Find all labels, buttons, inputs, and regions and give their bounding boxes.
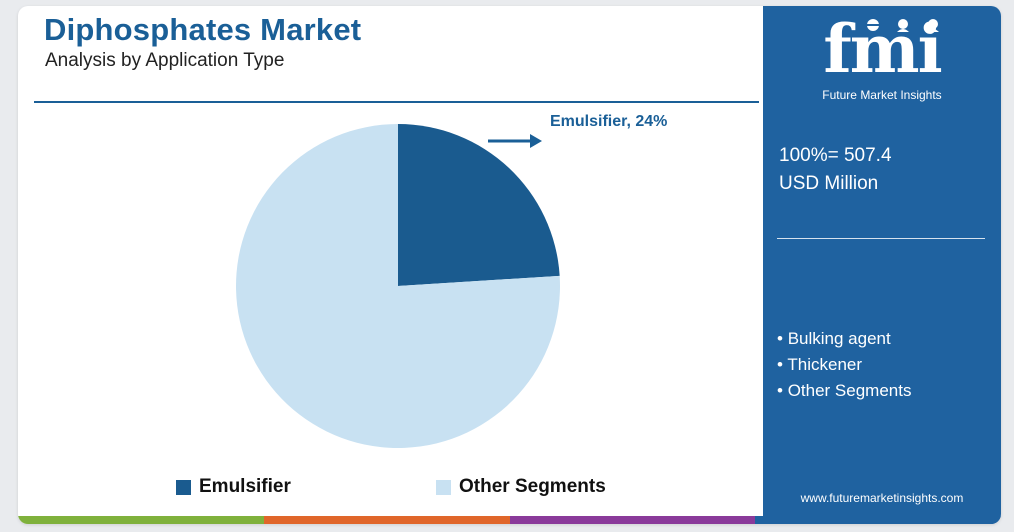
- footer-color-segment: [509, 516, 756, 524]
- segment-item: Bulking agent: [777, 326, 911, 352]
- callout-arrow: [488, 134, 542, 148]
- pie-svg: [236, 124, 561, 448]
- legend-swatch: [436, 479, 451, 495]
- website-link[interactable]: www.futuremarketinsights.com: [800, 491, 964, 505]
- legend-swatch: [176, 479, 191, 495]
- market-total: 100%= 507.4 USD Million: [779, 142, 892, 198]
- footer-color-segment: [18, 516, 264, 524]
- legend-label: Emulsifier: [199, 476, 291, 497]
- chart-card: Diphosphates Market Analysis by Applicat…: [18, 6, 1001, 524]
- legend-item-other-segments: Other Segments: [436, 476, 606, 498]
- fmi-logo: fmi Future Market Insights: [797, 14, 967, 104]
- slice-callout-label: Emulsifier, 24%: [550, 113, 668, 130]
- logo-people-icon: [867, 19, 939, 32]
- logo-subtitle: Future Market Insights: [822, 88, 942, 102]
- pie-slice-emulsifier: [398, 124, 560, 286]
- pie-chart: Emulsifier, 24%: [18, 6, 763, 524]
- panel-divider: [777, 238, 985, 239]
- market-total-unit: USD Million: [779, 173, 879, 194]
- title-divider: [34, 101, 759, 103]
- market-total-value: 100%= 507.4: [779, 145, 892, 166]
- pie-slice-other-segments: [236, 124, 561, 448]
- logo-wordmark: fmi: [823, 10, 942, 88]
- legend-item-emulsifier: Emulsifier: [176, 476, 291, 498]
- page-title: Diphosphates Market: [44, 12, 362, 47]
- segment-item: Thickener: [777, 352, 911, 378]
- legend-label: Other Segments: [459, 476, 606, 497]
- footer-color-segment: [755, 516, 1001, 524]
- segment-list: Bulking agent Thickener Other Segments: [777, 326, 911, 404]
- info-panel: fmi Future Market Insights 100%= 507.4 U…: [763, 6, 1001, 524]
- footer-color-bar: [18, 516, 1001, 524]
- segment-item: Other Segments: [777, 378, 912, 404]
- page-subtitle: Analysis by Application Type: [45, 50, 285, 71]
- footer-color-segment: [263, 516, 510, 524]
